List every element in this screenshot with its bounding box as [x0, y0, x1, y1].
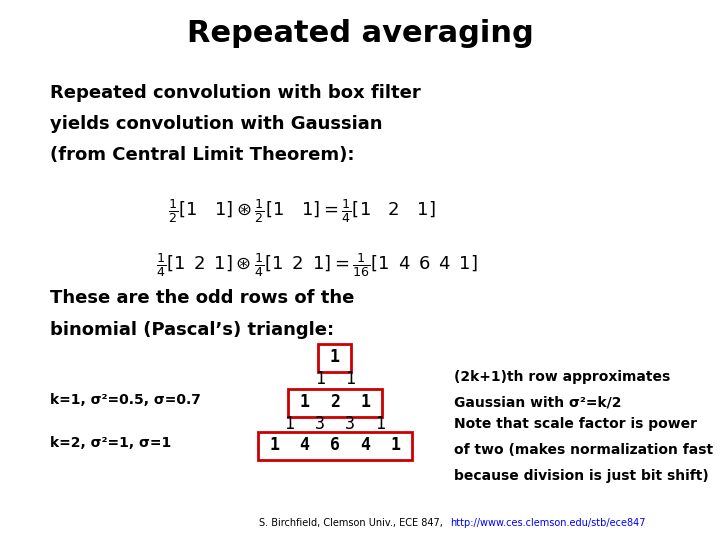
Text: 1: 1 — [300, 393, 310, 411]
Text: 3: 3 — [315, 415, 325, 433]
Text: k=1, σ²=0.5, σ=0.7: k=1, σ²=0.5, σ=0.7 — [50, 393, 202, 407]
Text: (2k+1)th row approximates: (2k+1)th row approximates — [454, 370, 670, 384]
Text: 1: 1 — [390, 436, 400, 454]
Text: S. Birchfield, Clemson Univ., ECE 847,: S. Birchfield, Clemson Univ., ECE 847, — [259, 518, 446, 528]
Text: These are the odd rows of the: These are the odd rows of the — [50, 289, 355, 307]
Text: Repeated convolution with box filter: Repeated convolution with box filter — [50, 84, 421, 102]
Text: 1: 1 — [330, 348, 340, 366]
Text: 1: 1 — [375, 415, 385, 433]
Text: because division is just bit shift): because division is just bit shift) — [454, 469, 708, 483]
Text: binomial (Pascal’s) triangle:: binomial (Pascal’s) triangle: — [50, 321, 335, 339]
Text: 1: 1 — [284, 415, 294, 433]
Text: yields convolution with Gaussian: yields convolution with Gaussian — [50, 115, 383, 133]
Text: (from Central Limit Theorem):: (from Central Limit Theorem): — [50, 146, 355, 164]
Text: Repeated averaging: Repeated averaging — [186, 19, 534, 48]
Text: 3: 3 — [345, 415, 355, 433]
Text: 1: 1 — [345, 370, 355, 388]
Text: 2: 2 — [330, 393, 340, 411]
Text: of two (makes normalization fast: of two (makes normalization fast — [454, 443, 713, 457]
Text: 6: 6 — [330, 436, 340, 454]
Text: 4: 4 — [360, 436, 370, 454]
Text: $\frac{1}{2}[1 \quad 1] \circledast \frac{1}{2}[1 \quad 1] = \frac{1}{4}[1 \quad: $\frac{1}{2}[1 \quad 1] \circledast \fra… — [168, 197, 436, 225]
Text: http://www.ces.clemson.edu/stb/ece847: http://www.ces.clemson.edu/stb/ece847 — [450, 518, 646, 528]
Text: 1: 1 — [315, 370, 325, 388]
Text: $\frac{1}{4}[1 \enspace 2 \enspace 1] \circledast \frac{1}{4}[1 \enspace 2 \ensp: $\frac{1}{4}[1 \enspace 2 \enspace 1] \c… — [156, 251, 477, 279]
Text: 1: 1 — [360, 393, 370, 411]
Text: 1: 1 — [269, 436, 279, 454]
Text: Note that scale factor is power: Note that scale factor is power — [454, 417, 697, 431]
Text: k=2, σ²=1, σ=1: k=2, σ²=1, σ=1 — [50, 436, 171, 450]
Text: 4: 4 — [300, 436, 310, 454]
Text: Gaussian with σ²=k/2: Gaussian with σ²=k/2 — [454, 396, 621, 410]
